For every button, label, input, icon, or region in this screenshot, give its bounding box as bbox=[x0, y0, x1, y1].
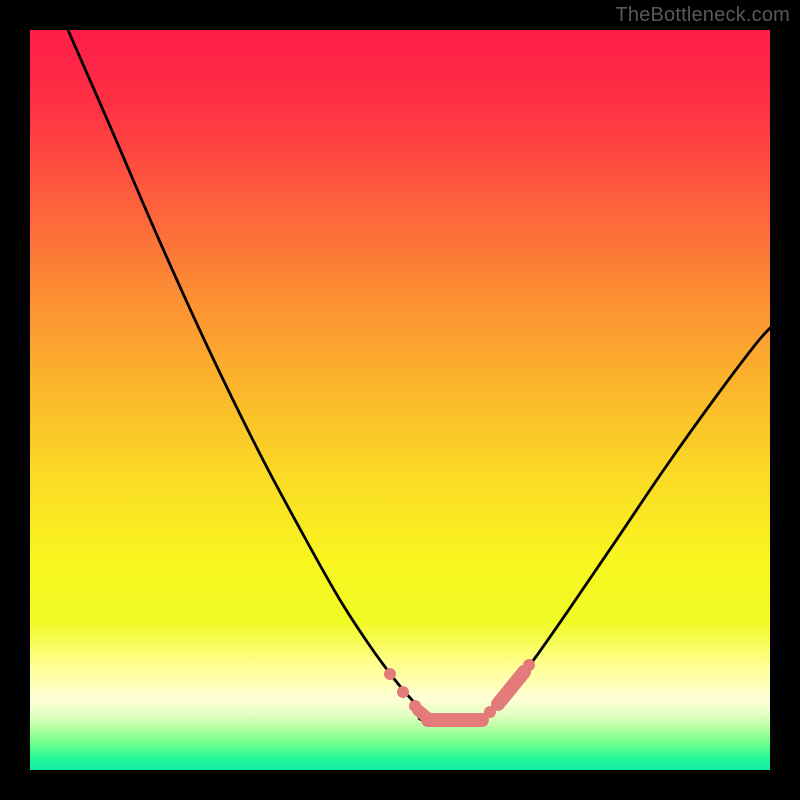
marker-capsule bbox=[498, 672, 524, 704]
bottleneck-curve bbox=[68, 30, 770, 721]
watermark-text: TheBottleneck.com bbox=[615, 4, 790, 27]
marker-dot bbox=[523, 659, 535, 671]
plot-area bbox=[30, 30, 770, 770]
marker-dot bbox=[384, 668, 396, 680]
curve-markers bbox=[384, 659, 535, 720]
curve-layer bbox=[30, 30, 770, 770]
marker-dot bbox=[397, 686, 409, 698]
stage: TheBottleneck.com bbox=[0, 0, 800, 800]
